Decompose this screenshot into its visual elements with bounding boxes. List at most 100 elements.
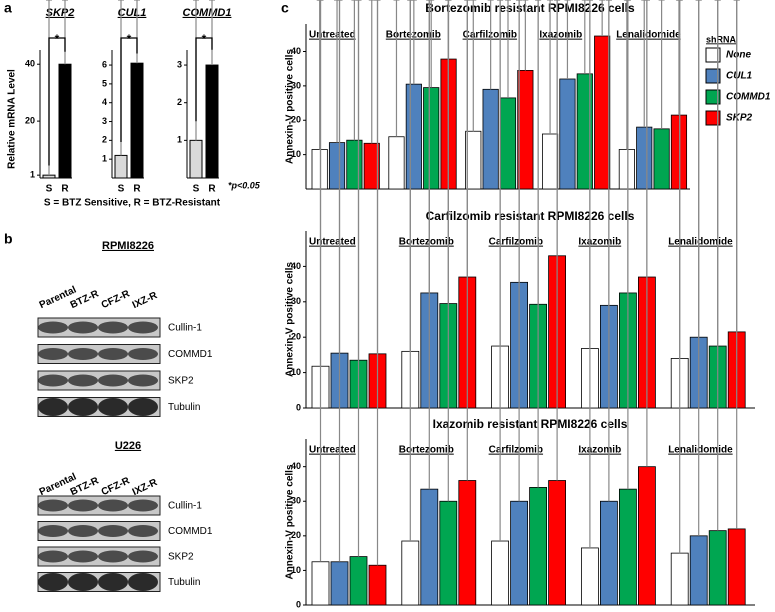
y-tick-label: 1 <box>177 135 182 145</box>
bar <box>653 128 670 190</box>
chart-title: CUL1 <box>118 7 147 19</box>
blot-title: U226 <box>115 440 141 452</box>
bar <box>328 142 346 190</box>
bar <box>368 564 387 606</box>
blot-band <box>128 525 158 537</box>
y-tick-label: 5 <box>102 78 107 88</box>
blot-band <box>98 374 128 387</box>
bar <box>638 466 656 606</box>
bar <box>670 114 688 190</box>
blot-band <box>128 374 158 387</box>
y-axis-label: Annexin-V positive cells <box>285 49 296 164</box>
chart-title: SKP2 <box>46 7 75 19</box>
bar <box>130 62 144 179</box>
y-tick-label: 30 <box>291 296 301 306</box>
bar <box>689 535 708 606</box>
bar <box>346 139 363 190</box>
legend-label: None <box>726 50 751 61</box>
significance-bracket <box>195 37 213 122</box>
bar <box>482 88 499 190</box>
legend-swatch <box>705 89 721 105</box>
blot-band <box>98 573 128 591</box>
category-label: Lenalidomide <box>668 237 733 248</box>
note: *p<0.05 <box>228 180 261 190</box>
significance-bracket <box>120 37 138 142</box>
blot-band <box>128 550 158 563</box>
lane-label: CFZ-R <box>100 288 133 311</box>
y-tick-label: 10 <box>291 149 301 159</box>
band-label: Tubulin <box>168 577 200 588</box>
y-axis-label: Annexin-V positive cells <box>285 464 296 579</box>
bar <box>311 561 330 606</box>
y-tick-label: 6 <box>102 59 107 69</box>
blot-title: RPMI8226 <box>102 240 154 252</box>
bar <box>636 126 653 190</box>
y-tick-label: 10 <box>291 565 301 575</box>
blot-band <box>68 525 98 537</box>
category-label: Lenalidomide <box>616 30 681 41</box>
bar <box>581 547 599 606</box>
y-tick-label: 2 <box>102 135 107 145</box>
band-label: Cullin-1 <box>168 501 202 512</box>
y-tick-label: 20 <box>291 115 301 125</box>
blot-band <box>128 499 158 512</box>
blot-band <box>38 348 68 360</box>
lane-label: IXZ-R <box>131 290 160 311</box>
legend-swatch <box>705 68 721 84</box>
category-label: Carfilzomib <box>463 30 517 41</box>
bar <box>548 480 566 606</box>
band-label: SKP2 <box>168 552 194 563</box>
legend-swatch <box>705 110 721 126</box>
bar <box>600 500 618 606</box>
bar <box>420 488 439 606</box>
bar <box>542 133 559 190</box>
y-tick-label: 40 <box>291 46 301 56</box>
blot-band <box>38 398 68 416</box>
category-label: Untreated <box>309 30 356 41</box>
x-tick-label: R <box>133 184 141 195</box>
y-axis-label: Relative mRNA Level <box>7 69 18 169</box>
bar <box>465 130 482 190</box>
blot-band <box>38 374 68 387</box>
bar <box>330 561 349 606</box>
blot-band <box>68 398 98 416</box>
legend-label: COMMD1 <box>726 92 771 103</box>
blot-band <box>38 550 68 563</box>
blot-band <box>68 321 98 334</box>
category-label: Bortezomib <box>399 237 454 248</box>
legend-label: CUL1 <box>726 71 753 82</box>
category-label: Untreated <box>309 237 356 248</box>
bar <box>559 78 576 190</box>
blot-band <box>98 321 128 334</box>
blot-band <box>128 573 158 591</box>
bar <box>401 540 420 606</box>
y-tick-label: 0 <box>296 402 301 412</box>
blot-band <box>68 550 98 563</box>
bar <box>670 552 689 606</box>
category-label: Ixazomib <box>578 445 621 456</box>
y-tick-label: 1 <box>102 154 107 164</box>
blot-band <box>128 321 158 334</box>
blot-band <box>38 499 68 512</box>
bar <box>499 97 517 190</box>
blot-band <box>68 573 98 591</box>
chart-title: Carfilzomib resistant RPMI8226 cells <box>426 209 635 223</box>
bar <box>58 63 72 179</box>
y-tick-label: 4 <box>102 97 107 107</box>
x-tick-label: R <box>61 184 69 195</box>
category-label: Untreated <box>309 445 356 456</box>
blot-band <box>128 348 158 360</box>
bar <box>439 500 458 606</box>
y-tick-label: 40 <box>291 261 301 271</box>
panel-label: b <box>4 231 13 247</box>
lane-label: CFZ-R <box>100 475 133 498</box>
bar <box>349 556 368 606</box>
y-tick-label: 30 <box>291 80 301 90</box>
category-label: Ixazomib <box>539 30 582 41</box>
bar <box>311 149 328 190</box>
x-tick-label: R <box>208 184 216 195</box>
x-tick-label: S <box>46 184 53 195</box>
bar <box>388 136 405 190</box>
y-tick-label: 10 <box>291 367 301 377</box>
